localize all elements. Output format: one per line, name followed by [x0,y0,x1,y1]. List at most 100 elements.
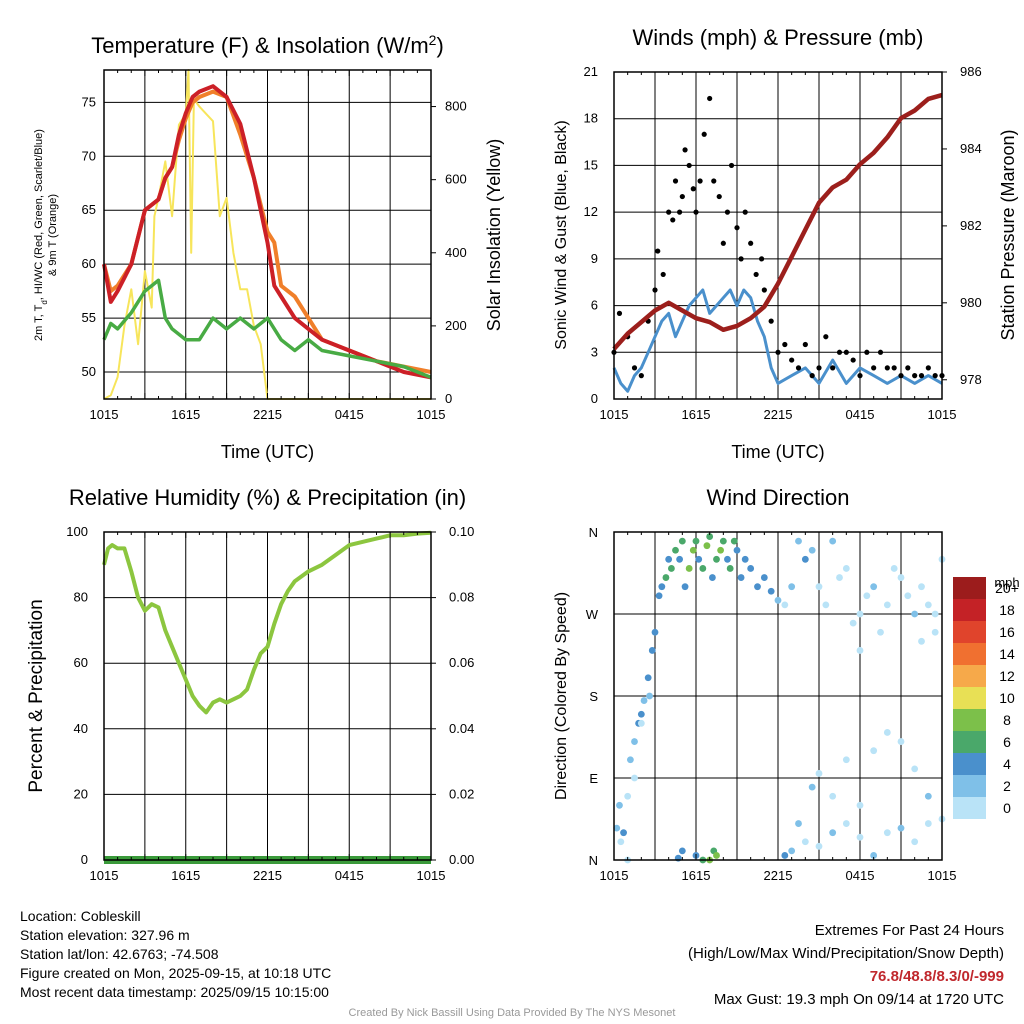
wind-direction-point [676,555,683,563]
wind-direction-point [870,747,878,755]
gust-point [802,341,808,348]
wind-direction-point [842,565,850,572]
temperature-line [102,84,432,380]
gust-point [742,209,748,215]
wind-direction-point [644,674,652,682]
gust-point [905,365,911,371]
y-axis-label-left: Direction (Colored By Speed) [553,592,570,800]
wind-direction-point [856,610,864,618]
y-tick-label-left: 80 [74,590,88,605]
wind-direction-point [648,647,656,654]
chart-title: Temperature (F) & Insolation (W/m2) [91,32,444,58]
gust-point [720,240,726,246]
wind-direction-point [829,792,837,800]
wind-direction-point [897,738,905,745]
wind-direction-point [678,537,686,545]
gust-point [918,373,925,379]
wind-direction-point [678,847,686,855]
y-axis-label-left: Percent & Precipitation [26,599,47,792]
colorbar: 0 2 4 6 8 10 12 14 16 18 20+mph [953,575,1020,819]
gust-point [682,147,688,153]
wind-direction-point [637,719,645,727]
gust-point [652,287,658,293]
gust-point [677,209,683,215]
gust-point [738,256,744,262]
y-tick-label-left: 21 [584,64,598,79]
gust-point [891,365,897,371]
gust-point [912,373,918,379]
wind-direction-point [717,546,724,554]
x-tick-label: 1615 [682,407,711,422]
gust-point [823,334,829,340]
colorbar-label: 14 [999,646,1015,662]
wind-direction-point [883,601,891,609]
gust-point [693,209,699,215]
colorbar-label: 18 [999,602,1015,618]
y-tick-label-left: 40 [74,721,88,736]
wind-direction-point [767,587,775,595]
wind-direction-point [918,583,925,591]
y-tick-label-right: 980 [960,295,982,310]
gust-point [871,365,877,371]
wind-speed-line [612,288,943,393]
gust-point [697,178,703,184]
wind-direction-point [781,852,789,859]
wind-direction-point [924,792,932,800]
y-tick-label-right: 0.02 [449,786,474,801]
gust-point [836,349,843,355]
wind-direction-point [695,555,703,563]
y-tick-label-left: W [586,607,599,622]
x-axis-label: Time (UTC) [731,442,824,462]
x-tick-label: 2215 [253,868,282,883]
gust-point [631,365,638,371]
wind-direction-point [795,537,802,545]
wind-direction-point [808,783,816,791]
wind-direction-point [658,583,666,591]
colorbar-label: 6 [1003,734,1011,750]
wind-direction-point [709,574,716,581]
wind-direction-point [662,574,670,581]
y-axis-label-left: Sonic Wind & Gust (Blue, Black) [553,120,570,349]
x-tick-label: 1615 [682,868,711,883]
latlon-text: Station lat/lon: 42.6763; -74.508 [20,946,219,962]
wind-direction-point [795,820,802,827]
wind-direction-point [617,838,625,846]
wind-direction-point [829,537,837,545]
wind-direction-point [692,537,700,545]
y-tick-label-left: 55 [82,310,96,325]
wind-direction-point [808,546,816,554]
y-tick-label-left: N [589,853,598,868]
gust-point [753,271,759,278]
y-tick-label-left: 100 [66,524,88,539]
y-tick-label-left: 0 [81,852,88,867]
y-tick-label-left: 9 [591,251,598,266]
y-axis-label-left: 2m T, Td, HI/WC (Red, Green, Scarlet/Blu… [33,129,49,341]
colorbar-swatch [953,643,986,665]
colorbar-swatch [953,621,986,643]
wind-direction-point [890,565,898,572]
y-tick-label-right: 400 [445,245,467,260]
gust-point [759,256,765,262]
x-tick-label: 1015 [417,868,446,883]
x-tick-label: 1615 [171,868,200,883]
gust-point [707,95,713,102]
plot-frame [103,531,432,861]
x-tick-label: 0415 [846,868,875,883]
wind-direction-point [931,610,939,618]
wind-direction-point [719,537,727,545]
wind-direction-point [815,842,823,850]
gust-point [716,193,722,200]
wind-direction-point [911,610,919,618]
y-tick-label-left: 12 [584,204,598,219]
y-tick-label-right: 200 [445,318,467,333]
colorbar-swatch [953,753,986,775]
y-tick-label-right: 800 [445,99,467,114]
credit-text: Created By Nick Bassill Using Data Provi… [348,1007,676,1019]
y-tick-label-right: 0.04 [449,721,474,736]
x-tick-label: 1015 [90,407,119,422]
wind-direction-point [849,619,857,627]
y-tick-label-left: 18 [584,111,598,126]
wind-direction-point [631,738,638,745]
y-tick-label-left: 60 [82,256,96,271]
gust-point [809,373,815,379]
